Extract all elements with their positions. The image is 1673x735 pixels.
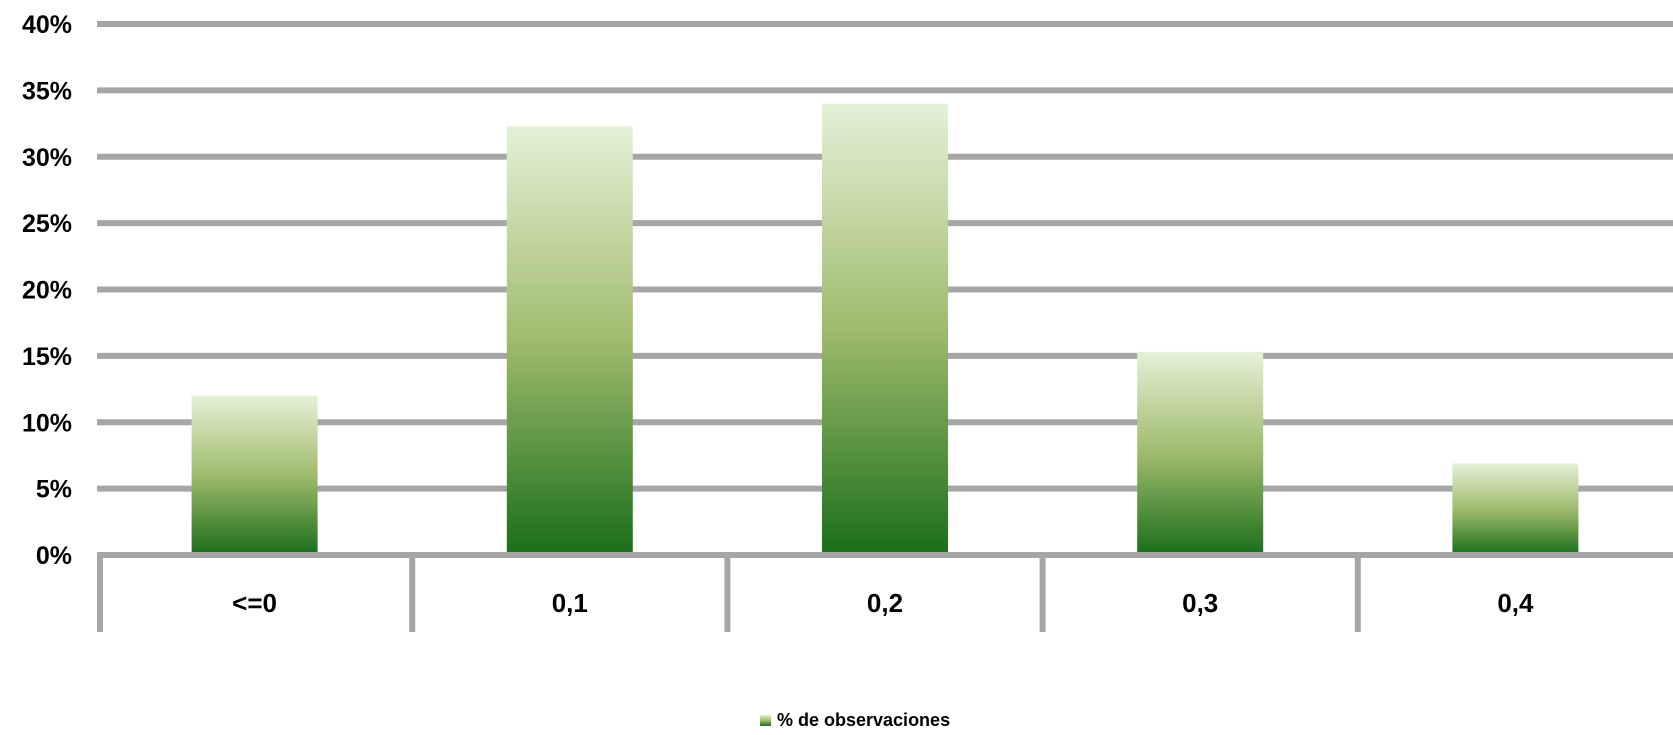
y-tick-label: 40% (22, 11, 72, 39)
y-tick-label: 15% (22, 343, 72, 371)
x-tick-label: 0,4 (1497, 588, 1534, 618)
x-tick-label: 0,1 (552, 588, 588, 618)
y-tick-label: 35% (22, 77, 72, 105)
legend-entry: % de observaciones (777, 710, 950, 730)
y-tick-label: 5% (36, 476, 72, 504)
y-axis-tick-labels: 0% 5% 10% 15% 20% 25% 30% 35% 40% (22, 11, 72, 570)
x-tick-label: 0,3 (1182, 588, 1218, 618)
bar (507, 126, 633, 555)
y-tick-label: 0% (36, 542, 72, 570)
x-tick-label: 0,2 (867, 588, 903, 618)
y-tick-label: 25% (22, 210, 72, 238)
y-tick-label: 30% (22, 144, 72, 172)
x-axis-tick-labels: <=0 0,1 0,2 0,3 0,4 (232, 588, 1534, 618)
bar (192, 396, 318, 555)
legend: % de observaciones (760, 710, 950, 730)
x-tick-label: <=0 (232, 588, 277, 618)
y-tick-label: 10% (22, 409, 72, 437)
y-tick-label: 20% (22, 277, 72, 305)
bar (822, 104, 948, 555)
legend-swatch (760, 715, 771, 726)
bar (1452, 463, 1578, 555)
bar (1137, 352, 1263, 555)
